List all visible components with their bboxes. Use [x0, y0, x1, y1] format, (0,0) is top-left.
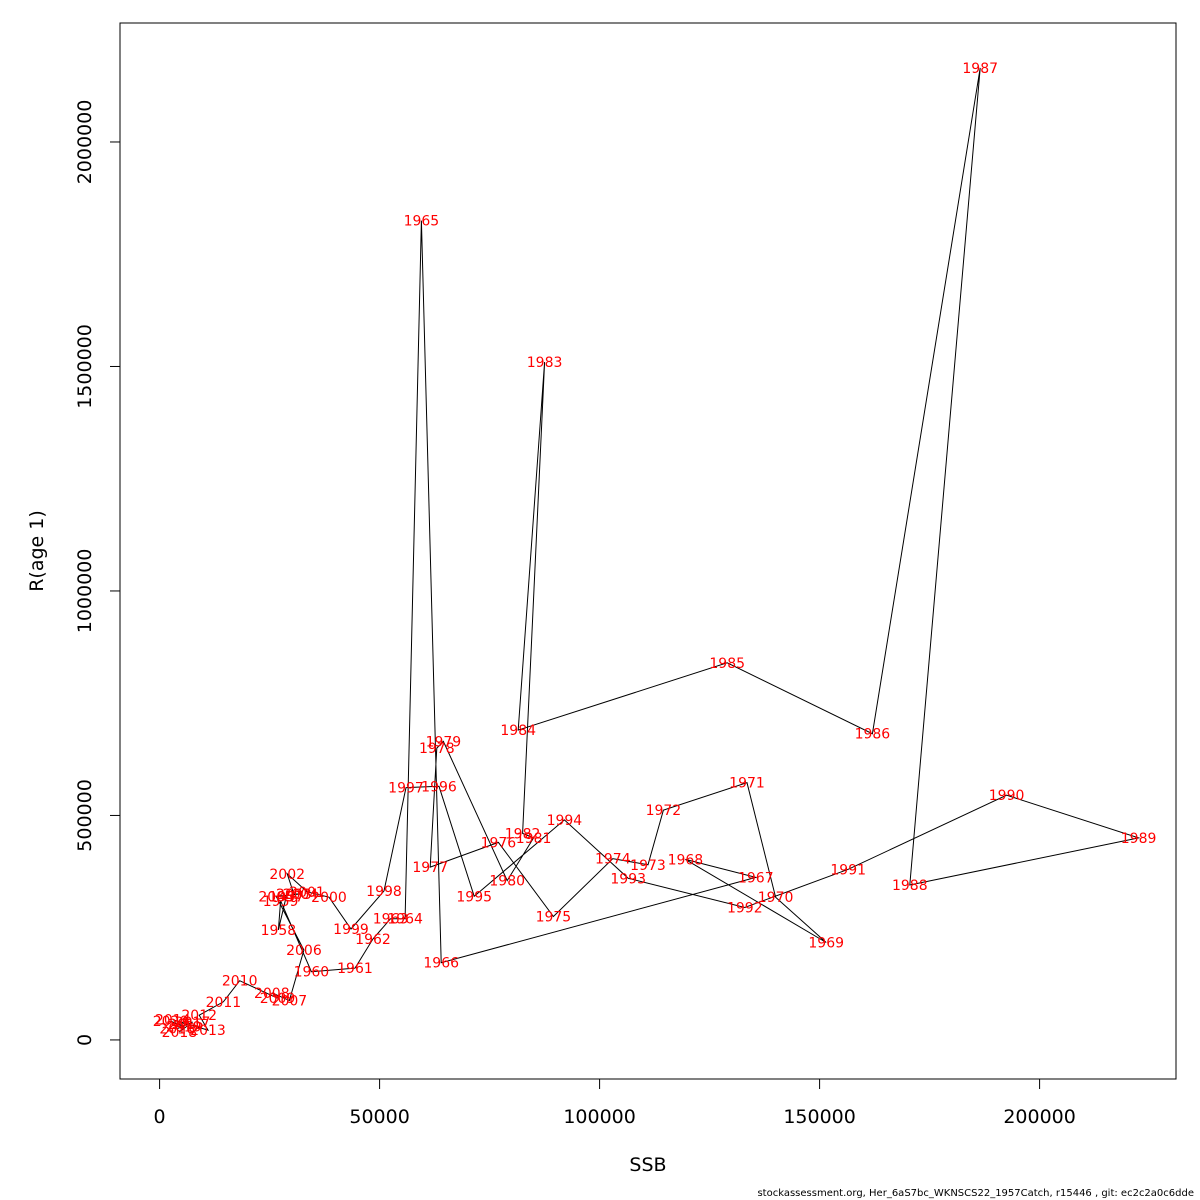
year-label-1970: 1970 [758, 890, 794, 906]
x-tick-label: 50000 [349, 1106, 409, 1128]
year-label-1987: 1987 [962, 61, 998, 77]
year-label-2016: 2016 [159, 1022, 195, 1038]
year-label-1961: 1961 [337, 961, 373, 977]
year-label-1957: 1957 [268, 889, 304, 905]
year-label-1967: 1967 [738, 870, 774, 886]
x-tick-label: 0 [154, 1106, 166, 1128]
year-label-1986: 1986 [855, 727, 891, 743]
year-label-2017: 2017 [175, 1015, 211, 1031]
y-axis-title: R(age 1) [26, 510, 48, 592]
year-label-1994: 1994 [547, 813, 583, 829]
year-label-1975: 1975 [536, 909, 572, 925]
year-label-1977: 1977 [412, 860, 448, 876]
year-label-1998: 1998 [366, 884, 402, 900]
year-label-1983: 1983 [527, 355, 563, 371]
year-label-1976: 1976 [481, 835, 517, 851]
year-label-1965: 1965 [404, 214, 440, 230]
year-label-1996: 1996 [421, 779, 457, 795]
x-axis-title: SSB [629, 1154, 666, 1176]
year-label-1962: 1962 [355, 932, 391, 948]
year-label-2008: 2008 [254, 986, 290, 1002]
year-label-1971: 1971 [729, 776, 765, 792]
year-label-2005: 2005 [258, 889, 294, 905]
year-label-2007: 2007 [272, 993, 308, 1009]
year-label-2010: 2010 [222, 974, 258, 990]
year-label-1959: 1959 [263, 894, 299, 910]
year-label-1999: 1999 [333, 922, 369, 938]
year-label-1968: 1968 [668, 852, 704, 868]
plot-frame [119, 22, 1177, 1080]
year-label-2001: 2001 [289, 885, 325, 901]
footer-source-text: stockassessment.org, Her_6aS7bc_WKNSCS22… [757, 1188, 1194, 1199]
year-label-1991: 1991 [830, 862, 866, 878]
year-label-1958: 1958 [261, 923, 297, 939]
year-label-2006: 2006 [286, 943, 322, 959]
y-tick-label: 1000000 [74, 549, 96, 634]
year-label-1964: 1964 [387, 912, 423, 928]
x-axis: 0 50000 100000 150000 200000 [154, 1078, 1076, 1128]
y-tick-label: 500000 [74, 779, 96, 852]
y-tick-label: 2000000 [74, 100, 96, 185]
y-axis: 0 500000 1000000 1500000 2000000 [74, 100, 121, 1046]
year-label-1985: 1985 [709, 656, 745, 672]
year-label-1984: 1984 [500, 723, 536, 739]
series-line [170, 67, 1141, 1033]
year-label-2009: 2009 [260, 991, 296, 1007]
year-label-1963: 1963 [373, 912, 409, 928]
year-label-1960: 1960 [294, 965, 330, 981]
year-label-1966: 1966 [423, 956, 459, 972]
year-label-2018: 2018 [162, 1025, 198, 1041]
year-label-1995: 1995 [456, 889, 492, 905]
year-label-1972: 1972 [646, 803, 682, 819]
year-label-1978: 1978 [419, 741, 455, 757]
year-label-2011: 2011 [206, 995, 242, 1011]
x-tick-label: 150000 [783, 1106, 856, 1128]
year-label-1981: 1981 [516, 831, 552, 847]
year-label-1969: 1969 [808, 936, 844, 952]
year-label-2014: 2014 [155, 1013, 191, 1029]
year-label-1988: 1988 [892, 878, 928, 894]
year-label-1974: 1974 [595, 852, 631, 868]
year-label-2020: 2020 [153, 1014, 189, 1030]
year-label-2012: 2012 [181, 1008, 217, 1024]
year-label-2003: 2003 [276, 887, 312, 903]
year-label-2013: 2013 [190, 1023, 226, 1039]
y-tick-label: 1500000 [74, 324, 96, 409]
year-label-1973: 1973 [630, 858, 666, 874]
year-label-1992: 1992 [727, 900, 763, 916]
year-label-1993: 1993 [610, 871, 646, 887]
x-tick-label: 100000 [563, 1106, 636, 1128]
year-label-1990: 1990 [989, 788, 1025, 804]
year-label-2019: 2019 [166, 1019, 202, 1035]
year-label-1989: 1989 [1121, 831, 1157, 847]
year-label-1980: 1980 [489, 874, 525, 890]
y-tick-label: 0 [74, 1034, 96, 1046]
year-label-2015: 2015 [168, 1017, 204, 1033]
year-label-2002: 2002 [269, 867, 305, 883]
x-tick-label: 200000 [1003, 1106, 1076, 1128]
year-label-1979: 1979 [426, 734, 462, 750]
year-label-1997: 1997 [388, 781, 424, 797]
year-label-2004: 2004 [283, 887, 319, 903]
year-label-1982: 1982 [505, 826, 541, 842]
year-label-2000: 2000 [311, 890, 347, 906]
